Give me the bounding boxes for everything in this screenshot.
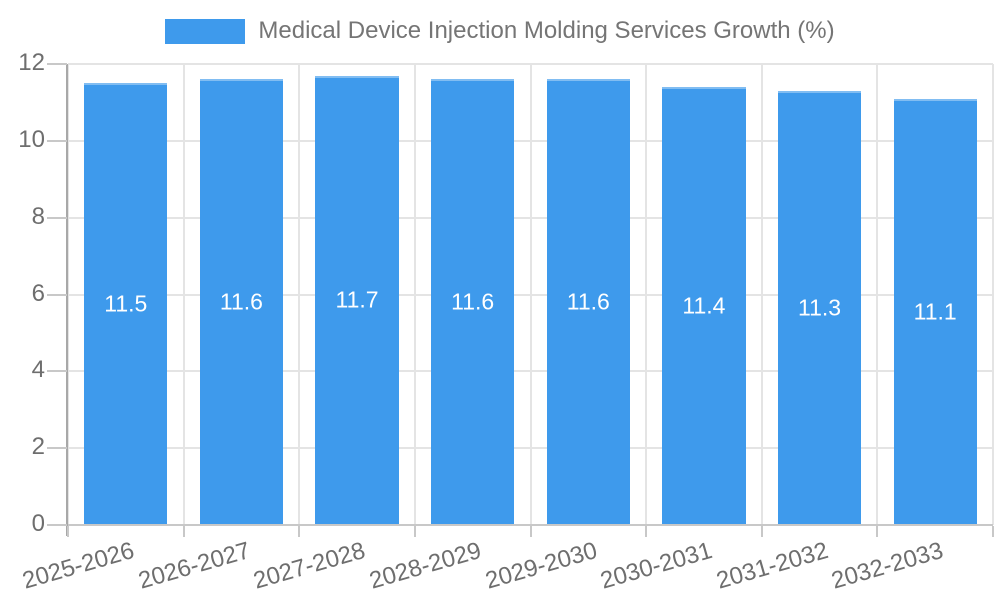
x-gridline — [645, 64, 648, 525]
bar[interactable]: 11.4 — [662, 87, 746, 525]
x-tick — [298, 526, 301, 537]
x-category-label: 2028-2029 — [366, 537, 485, 595]
x-gridline — [67, 64, 69, 525]
bar[interactable]: 11.6 — [546, 79, 630, 525]
y-tick — [47, 139, 67, 142]
x-tick — [992, 526, 994, 537]
x-gridline — [992, 64, 994, 525]
x-category-label: 2027-2028 — [250, 537, 369, 595]
bar[interactable]: 11.7 — [315, 75, 399, 525]
x-gridline — [760, 64, 763, 525]
bar-value-label: 11.4 — [682, 292, 726, 319]
y-tick — [47, 63, 67, 65]
plot-area: 11.5 11.6 11.7 11.6 11.6 11.4 11.3 11.1 — [67, 63, 994, 525]
x-gridline — [182, 64, 185, 525]
y-tick-label: 0 — [31, 509, 45, 537]
y-tick-label: 4 — [31, 356, 45, 384]
bar-value-label: 11.7 — [335, 286, 379, 313]
x-category-label: 2029-2030 — [481, 537, 600, 595]
y-axis-line — [66, 64, 68, 536]
legend-item[interactable]: Medical Device Injection Molding Service… — [0, 17, 1000, 45]
y-tick — [47, 447, 67, 450]
y-tick — [47, 370, 67, 373]
x-tick — [760, 526, 763, 537]
y-tick-label: 2 — [31, 433, 45, 461]
legend-label: Medical Device Injection Molding Service… — [258, 17, 835, 44]
x-tick — [645, 526, 648, 537]
x-tick — [182, 526, 185, 537]
y-tick — [47, 293, 67, 296]
x-gridline — [876, 64, 879, 525]
x-tick — [876, 526, 879, 537]
y-tick — [47, 216, 67, 219]
y-tick — [47, 524, 67, 526]
bar[interactable]: 11.6 — [199, 79, 284, 525]
bar[interactable]: 11.6 — [431, 79, 515, 525]
bar-value-label: 11.3 — [798, 294, 842, 321]
bar[interactable]: 11.1 — [893, 98, 977, 525]
y-tick-label: 10 — [18, 125, 45, 153]
y-tick-label: 12 — [18, 48, 45, 76]
x-category-label: 2026-2027 — [135, 537, 253, 595]
x-category-label: 2030-2031 — [597, 537, 716, 595]
bar[interactable]: 11.5 — [84, 83, 168, 525]
y-tick-label: 8 — [31, 202, 45, 230]
y-tick-label: 6 — [31, 279, 45, 307]
bar-value-label: 11.5 — [104, 290, 148, 317]
bar-value-label: 11.6 — [451, 288, 495, 315]
x-gridline — [298, 64, 301, 525]
x-category-label: 2031-2032 — [713, 537, 832, 595]
x-category-label: 2025-2026 — [19, 537, 138, 595]
x-tick — [529, 526, 532, 537]
x-tick — [67, 526, 69, 537]
x-category-label: 2032-2033 — [828, 537, 947, 595]
x-axis-line — [68, 524, 993, 526]
bar[interactable]: 11.3 — [777, 90, 862, 525]
x-tick — [413, 526, 416, 537]
x-gridline — [413, 64, 416, 525]
bar-value-label: 11.1 — [913, 298, 957, 325]
legend-swatch-icon — [165, 18, 246, 44]
bar-value-label: 11.6 — [566, 288, 610, 315]
x-gridline — [529, 64, 532, 525]
bar-value-label: 11.6 — [219, 288, 263, 315]
